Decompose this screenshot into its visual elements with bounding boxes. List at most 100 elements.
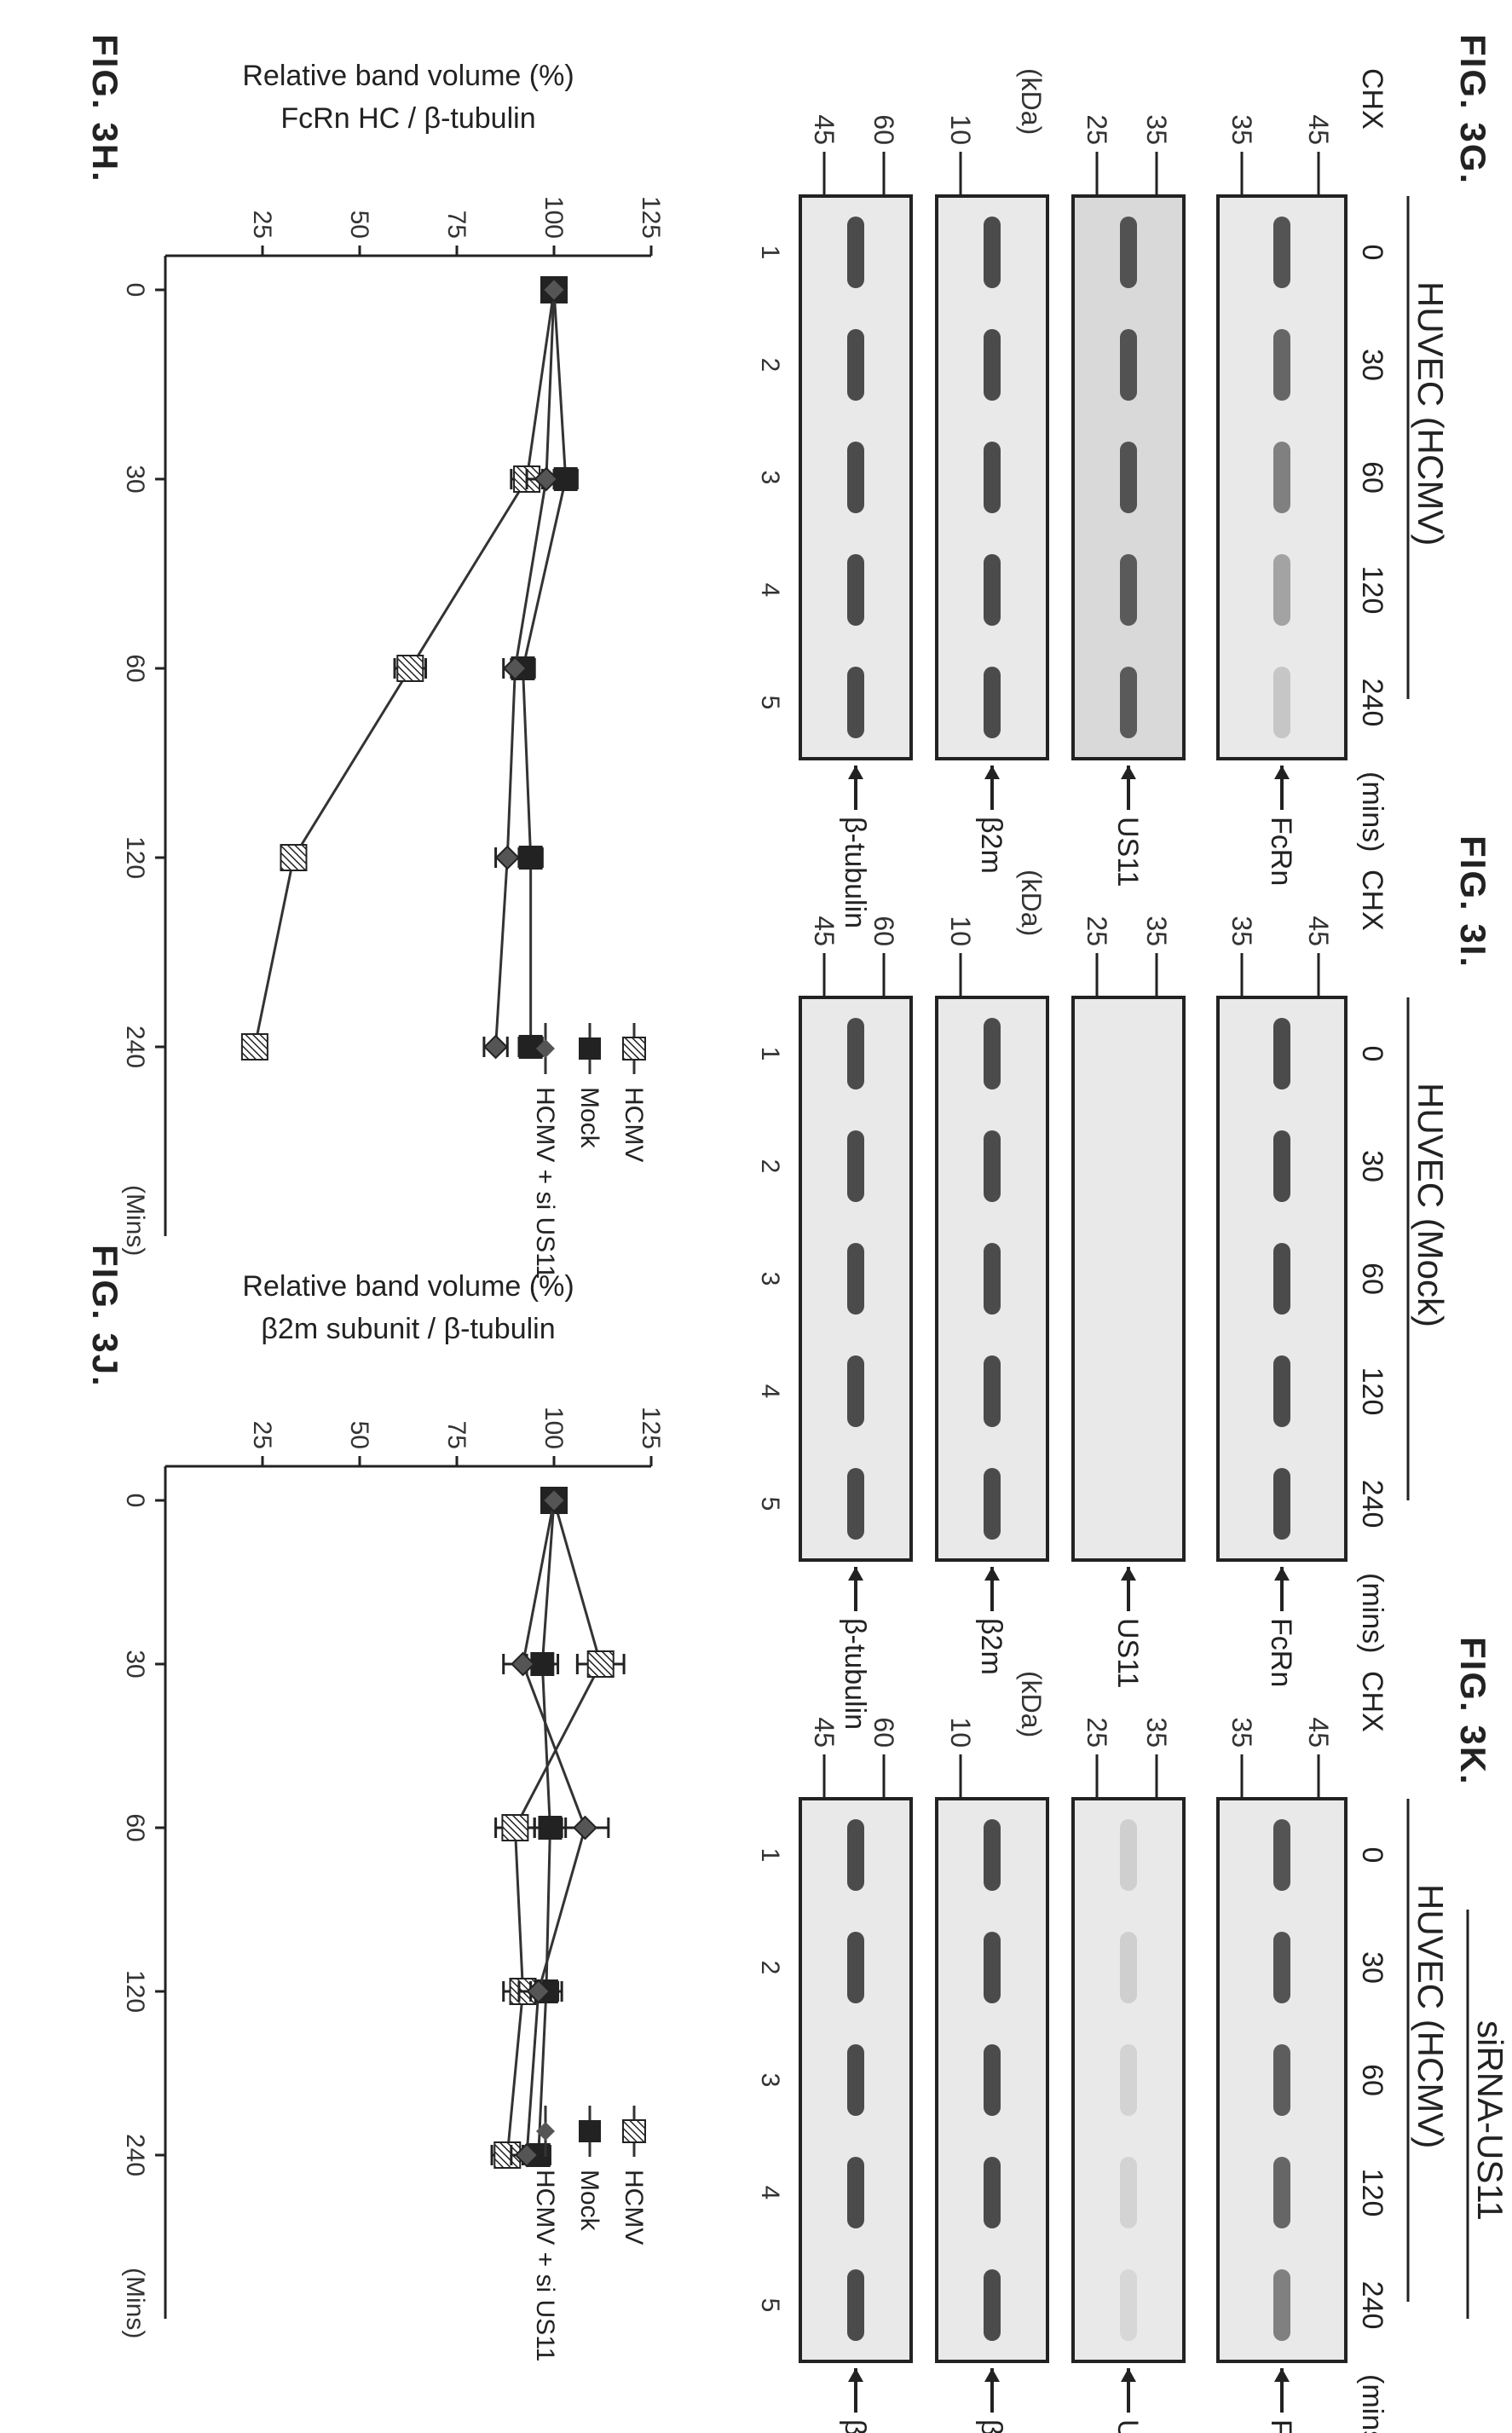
y-tick-label: 100 xyxy=(540,196,568,239)
band xyxy=(1120,2157,1137,2228)
legend-label: HCMV + si US11 xyxy=(531,2170,559,2361)
time-label: 30 xyxy=(1356,1951,1388,1984)
figure-label: FIG. 3G. xyxy=(1453,34,1493,185)
band-name-label: β-tubulin xyxy=(839,2419,871,2433)
time-unit-label: (mins) xyxy=(1356,2374,1388,2433)
time-label: 30 xyxy=(1356,349,1388,381)
legend-label: Mock xyxy=(575,2170,603,2232)
data-point xyxy=(538,1816,563,1840)
blot-title: HUVEC (HCMV) xyxy=(1411,281,1451,546)
arrow-head xyxy=(1274,766,1290,779)
blot-panel-us11: 35 25 US11 xyxy=(1071,1717,1186,2433)
band xyxy=(984,2157,1001,2228)
band xyxy=(1273,1243,1290,1315)
data-point xyxy=(518,1035,543,1059)
data-point xyxy=(586,1650,615,1678)
chx-label: CHX xyxy=(1356,870,1388,931)
band xyxy=(984,1130,1001,1202)
band xyxy=(984,1819,1001,1891)
time-label: 240 xyxy=(1356,1480,1388,1529)
x-tick-label: 60 xyxy=(121,654,149,682)
blot-panel-fcrn: 45 35 FcRn xyxy=(1216,916,1348,1687)
blot-title: HUVEC (Mock) xyxy=(1411,1083,1451,1327)
lane-number: 4 xyxy=(756,583,784,598)
y-axis-label: Relative band volume (%) xyxy=(242,60,574,92)
band-name-label: β2m xyxy=(975,817,1007,874)
x-tick-label: 240 xyxy=(121,2134,149,2176)
lane-number: 5 xyxy=(756,1497,784,1511)
data-point xyxy=(518,846,543,870)
x-tick-label: 120 xyxy=(121,836,149,879)
time-label: 60 xyxy=(1356,461,1388,494)
lane-number: 1 xyxy=(756,1848,784,1863)
blot-panel-us11: 35 25 US11 xyxy=(1071,114,1186,887)
legend-marker xyxy=(579,1037,601,1060)
y-tick-label: 75 xyxy=(442,211,470,239)
band xyxy=(847,2044,864,2116)
mw-marker: 45 xyxy=(809,1717,840,1748)
arrow-head xyxy=(1121,2368,1136,2382)
figure-label: FIG. 3I. xyxy=(1453,835,1493,968)
data-point xyxy=(483,1034,509,1060)
arrow-head xyxy=(984,1567,1000,1581)
blot-panel-2m: 10 (kDa) β2m xyxy=(935,68,1049,874)
time-label: 60 xyxy=(1356,2064,1388,2096)
band xyxy=(1120,667,1137,738)
band xyxy=(847,329,864,401)
band xyxy=(1273,217,1290,288)
lane-number: 3 xyxy=(756,2073,784,2088)
lane-number: 1 xyxy=(756,1047,784,1061)
condition-label: siRNA-US11 xyxy=(1470,2020,1510,2221)
data-point xyxy=(494,845,520,870)
time-label: 0 xyxy=(1356,245,1388,261)
kda-label: (kDa) xyxy=(1016,1671,1047,1737)
arrow-head xyxy=(848,2368,863,2382)
band-name-label: FcRn xyxy=(1265,1618,1297,1687)
blot-panel-tubulin: 60 45 β-tubulin xyxy=(799,916,913,1730)
mw-marker: 10 xyxy=(945,916,976,946)
legend-marker xyxy=(536,1039,555,1058)
mw-marker: 45 xyxy=(809,114,840,145)
y-tick-label: 125 xyxy=(637,196,665,239)
legend-marker xyxy=(622,1037,646,1060)
blot-panel-tubulin: 60 45 β-tubulin xyxy=(799,114,913,928)
x-tick-label: 240 xyxy=(121,1026,149,1068)
band xyxy=(847,442,864,513)
mw-marker: 45 xyxy=(1303,916,1334,946)
y-axis-label-sub: FcRn HC / β-tubulin xyxy=(280,102,535,135)
legend-label: HCMV + si US11 xyxy=(531,1087,559,1279)
legend-marker xyxy=(622,2119,646,2143)
time-label: 30 xyxy=(1356,1150,1388,1182)
time-unit-label: (mins) xyxy=(1356,1573,1388,1653)
time-label: 240 xyxy=(1356,2281,1388,2330)
time-label: 240 xyxy=(1356,679,1388,727)
arrow-head xyxy=(848,766,863,779)
gel-panel xyxy=(1071,996,1186,1562)
time-label: 0 xyxy=(1356,1046,1388,1062)
lane-number: 4 xyxy=(756,1384,784,1399)
band xyxy=(1120,442,1137,513)
figure-label: FIG. 3K. xyxy=(1453,1637,1493,1786)
mw-marker: 60 xyxy=(869,1717,899,1748)
time-label: 120 xyxy=(1356,2169,1388,2217)
lane-number: 5 xyxy=(756,2298,784,2313)
y-tick-label: 75 xyxy=(442,1421,470,1449)
arrow-head xyxy=(848,1567,863,1581)
data-point xyxy=(526,1979,551,2004)
mw-marker: 10 xyxy=(945,114,976,145)
arrow-head xyxy=(1121,766,1136,779)
band xyxy=(1120,554,1137,626)
band xyxy=(984,1243,1001,1315)
band xyxy=(1273,2157,1290,2228)
data-point xyxy=(280,844,308,871)
arrow-head xyxy=(1274,2368,1290,2382)
band xyxy=(847,1355,864,1427)
band xyxy=(847,217,864,288)
x-axis-label: (Mins) xyxy=(121,2268,149,2338)
x-tick-label: 30 xyxy=(121,1650,149,1678)
legend-label: HCMV xyxy=(620,2170,648,2245)
band xyxy=(984,1018,1001,1089)
